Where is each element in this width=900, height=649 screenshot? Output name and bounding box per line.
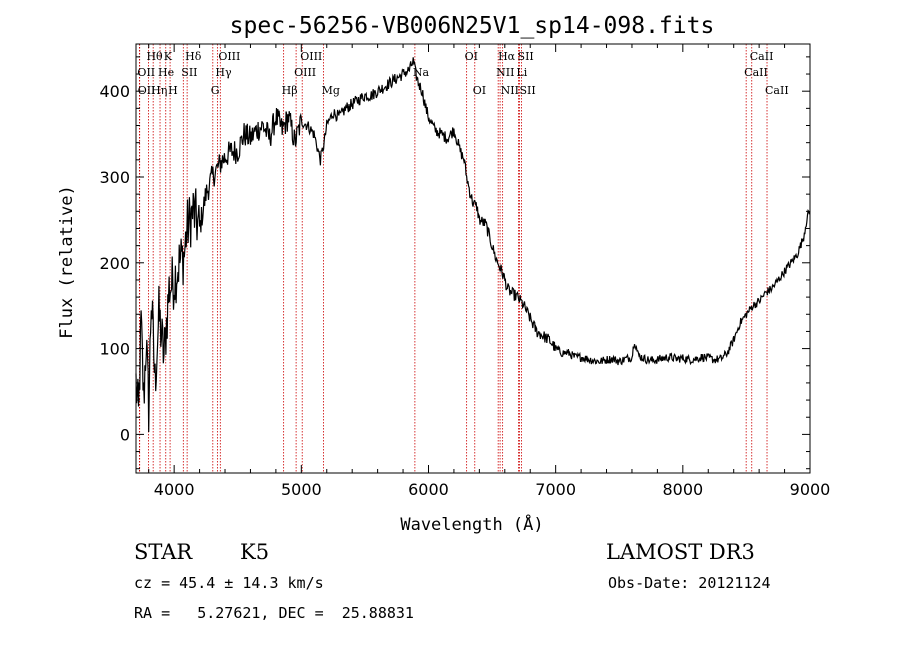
emission-line-label: NII (496, 66, 514, 79)
emission-line-label: Hδ (185, 50, 202, 63)
x-tick-label: 9000 (790, 480, 831, 499)
emission-line-label: Mg (322, 84, 340, 97)
emission-line-label: Hη (151, 84, 167, 97)
emission-line-markers (139, 44, 768, 473)
y-tick-label: 300 (99, 168, 130, 187)
x-axis-label: Wavelength (Å) (400, 513, 543, 535)
emission-line-label: SII (181, 66, 197, 79)
object-class: STAR (134, 540, 193, 564)
x-tick-label: 4000 (154, 480, 195, 499)
emission-line-label: OI (465, 50, 478, 63)
ra-dec: RA = 5.27621, DEC = 25.88831 (134, 604, 414, 622)
spectrum-series-line (135, 57, 811, 433)
emission-line-label: SII (518, 50, 534, 63)
x-axis-ticks: 4000 5000 6000 7000 8000 9000 (148, 44, 831, 499)
y-axis-label: Flux (relative) (57, 185, 77, 339)
chart-title: spec-56256-VB006N25V1_sp14-098.fits (230, 13, 715, 39)
emission-line-label: G (211, 84, 220, 97)
emission-line-label: CaII (765, 84, 789, 97)
plot-frame (135, 43, 811, 474)
emission-line-label: He (158, 66, 174, 79)
x-tick-label: 7000 (535, 480, 576, 499)
emission-line-label: SII (519, 84, 535, 97)
redshift-cz: cz = 45.4 ± 14.3 km/s (134, 574, 324, 592)
emission-line-label: Hα (498, 50, 516, 63)
emission-line-label: CaII (750, 50, 774, 63)
emission-line-label: CaII (744, 66, 768, 79)
survey-name: LAMOST DR3 (606, 540, 755, 564)
y-tick-label: 0 (120, 425, 130, 444)
y-tick-label: 400 (99, 82, 130, 101)
emission-line-label: Li (516, 66, 527, 79)
emission-line-label: Hθ (146, 50, 163, 63)
x-tick-label: 6000 (408, 480, 449, 499)
emission-line-label: OIII (300, 50, 322, 63)
emission-line-label: NII (501, 84, 519, 97)
object-subclass: K5 (240, 540, 270, 564)
y-axis-ticks: 0 100 200 300 400 (99, 56, 810, 470)
emission-line-label: H (168, 84, 178, 97)
y-tick-label: 200 (99, 254, 130, 273)
emission-line-label: K (164, 50, 173, 63)
observation-date: Obs-Date: 20121124 (608, 574, 771, 592)
emission-line-label: Hβ (282, 84, 298, 97)
emission-line-label: OII (137, 66, 155, 79)
emission-line-label: OI (473, 84, 486, 97)
emission-line-label: OIII (218, 50, 240, 63)
emission-line-label: Na (413, 66, 430, 79)
emission-line-label: Hγ (215, 66, 232, 79)
emission-line-label: OIII (294, 66, 316, 79)
x-tick-label: 5000 (281, 480, 322, 499)
x-tick-label: 8000 (662, 480, 703, 499)
emission-line-label: OII (138, 84, 156, 97)
y-tick-label: 100 (99, 340, 130, 359)
